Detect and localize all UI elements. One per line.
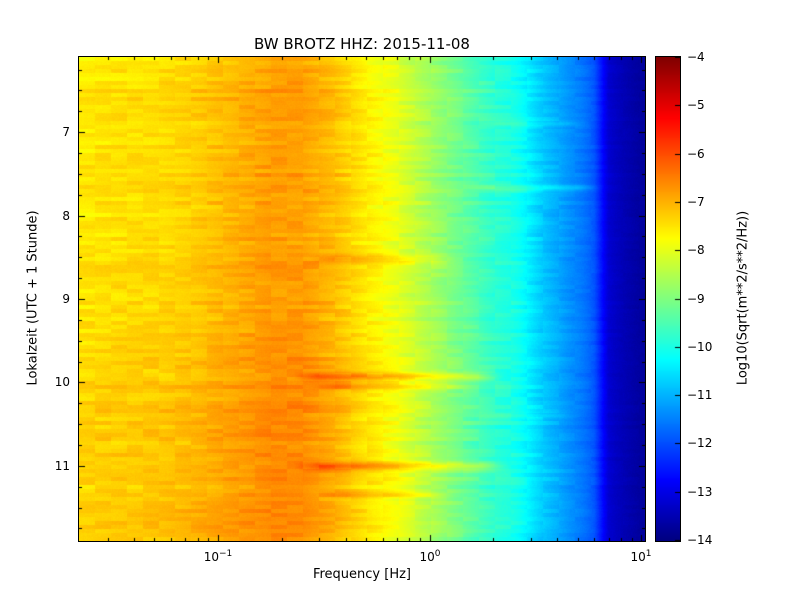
colorbar-tick-label: −8 (687, 243, 705, 257)
y-tick-label: 11 (54, 459, 70, 473)
x-tick-label: 100 (419, 549, 441, 564)
x-tick-label: 101 (630, 549, 652, 564)
colorbar-tick-label: −4 (687, 50, 705, 64)
colorbar-tick-label: −5 (687, 98, 705, 112)
colorbar-tick-label: −13 (687, 485, 713, 499)
chart-title: BW BROTZ HHZ: 2015-11-08 (254, 35, 470, 53)
colorbar-tick-label: −7 (687, 195, 705, 209)
x-tick-label: 10−1 (203, 549, 233, 564)
y-tick-label: 10 (54, 375, 70, 389)
colorbar-tick-label: −10 (687, 340, 713, 354)
colorbar-tick-label: −14 (687, 533, 713, 547)
spectrogram-heatmap (79, 57, 645, 541)
colorbar-tick-label: −9 (687, 292, 705, 306)
colorbar-label: Log10(Sqrt(m**2/s**2/Hz)) (735, 210, 751, 386)
colorbar-tick-label: −11 (687, 388, 713, 402)
colorbar (655, 56, 681, 542)
colorbar-tick-label: −6 (687, 147, 705, 161)
colorbar-tick-label: −12 (687, 436, 713, 450)
y-tick-label: 7 (62, 125, 70, 139)
y-tick-label: 9 (62, 292, 70, 306)
x-axis-label: Frequency [Hz] (312, 567, 412, 582)
plot-area (78, 56, 646, 542)
colorbar-gradient (656, 57, 680, 541)
y-tick-label: 8 (62, 209, 70, 223)
